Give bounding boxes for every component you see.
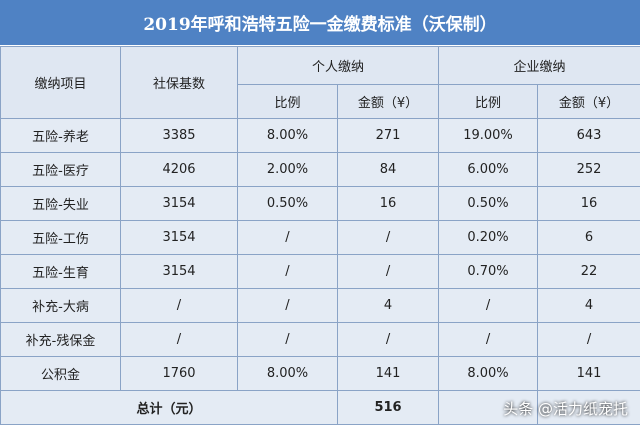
table-cell: 16 (537, 186, 640, 221)
table-cell: 141 (537, 356, 640, 391)
table-cell: 22 (537, 254, 640, 289)
table-cell: / (237, 254, 338, 289)
header-cell: 个人缴纳 (236, 46, 440, 85)
row-label: 补充-残保金 (0, 322, 121, 357)
table-cell: 0.50% (237, 186, 338, 221)
table-cell: / (237, 220, 338, 255)
header-cell: 缴纳项目 (0, 46, 121, 119)
table-cell: 3154 (120, 254, 238, 289)
table-cell (438, 390, 539, 425)
table-cell: / (336, 254, 440, 289)
table-cell: 141 (336, 356, 440, 391)
table-title: 2019年呼和浩特五险一金缴费标准（沃保制） (0, 0, 640, 45)
table: 缴纳项目 社保基数 个人缴纳 企业缴纳 比例 金额（¥） 比例 金额（¥） 五险-养老… (0, 46, 640, 425)
table-cell: 0.70% (438, 254, 539, 289)
header-cell: 比例 (438, 84, 539, 119)
table-cell: 4 (537, 288, 640, 323)
row-label: 五险-养老 (0, 118, 121, 153)
row-label: 五险-医疗 (0, 152, 121, 187)
row-label: 五险-工伤 (0, 220, 121, 255)
table-cell: 271 (336, 118, 440, 153)
table-cell: 3154 (120, 186, 238, 221)
table-cell: / (438, 322, 539, 357)
total-value: 516 (336, 390, 440, 425)
table-cell: 8.00% (237, 118, 338, 153)
table-cell (537, 390, 640, 425)
table-cell: 84 (336, 152, 440, 187)
header-cell: 金额（¥） (537, 84, 640, 119)
table-cell: / (237, 288, 338, 323)
table-cell: 2.00% (237, 152, 338, 187)
table-cell: 3385 (120, 118, 238, 153)
table-cell: / (120, 322, 238, 357)
table-cell: / (120, 288, 238, 323)
table-cell: 8.00% (438, 356, 539, 391)
table-cell: 16 (336, 186, 440, 221)
table-cell: 6.00% (438, 152, 539, 187)
table-cell: 4 (336, 288, 440, 323)
row-label: 补充-大病 (0, 288, 121, 323)
table-cell: / (537, 322, 640, 357)
total-label: 总计（元） (0, 390, 338, 425)
header-cell: 比例 (237, 84, 338, 119)
table-cell: / (237, 322, 338, 357)
row-label: 五险-失业 (0, 186, 121, 221)
table-cell: 1760 (120, 356, 238, 391)
table-cell: 3154 (120, 220, 238, 255)
table-cell: 0.50% (438, 186, 539, 221)
table-cell: 19.00% (438, 118, 539, 153)
header-cell: 社保基数 (120, 46, 238, 119)
row-label: 公积金 (0, 356, 121, 391)
watermark: 头条 @活力纸宠托 (503, 400, 628, 418)
table-cell: 4206 (120, 152, 238, 187)
table-cell: 0.20% (438, 220, 539, 255)
table-cell: / (336, 220, 440, 255)
table-cell: / (438, 288, 539, 323)
table-cell: 6 (537, 220, 640, 255)
header-cell: 金额（¥） (336, 84, 440, 119)
table-cell: 8.00% (237, 356, 338, 391)
table-cell: 643 (537, 118, 640, 153)
header-cell: 企业缴纳 (438, 46, 640, 85)
table-cell: / (336, 322, 440, 357)
row-label: 五险-生育 (0, 254, 121, 289)
table-cell: 252 (537, 152, 640, 187)
